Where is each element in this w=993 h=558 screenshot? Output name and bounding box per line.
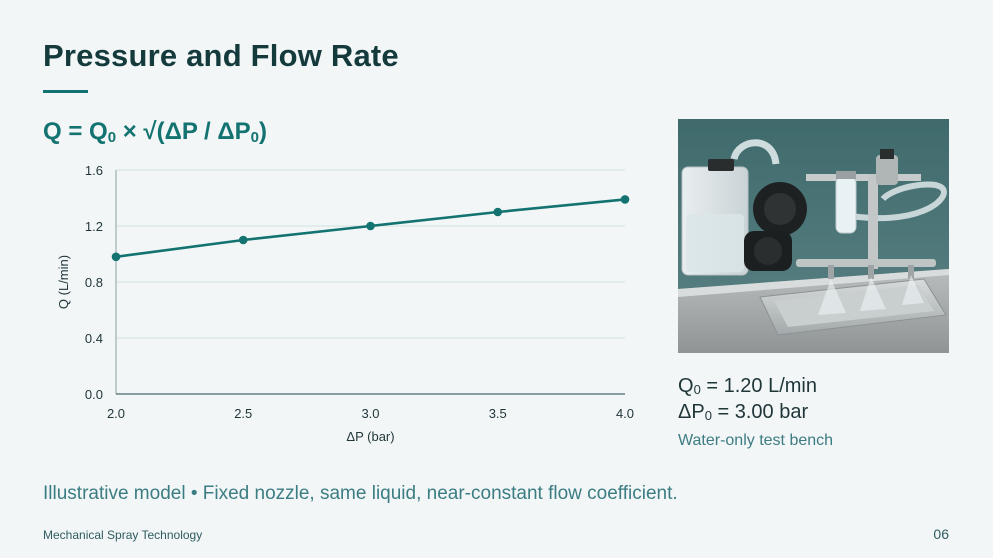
x-tick-label: 3.5: [489, 406, 507, 421]
dp0-value: = 3.00 bar: [711, 401, 809, 423]
slide-caption: Illustrative model • Fixed nozzle, same …: [43, 483, 678, 504]
x-tick-label: 2.5: [234, 406, 252, 421]
x-tick-label: 3.0: [361, 406, 379, 421]
q0-subscript: 0: [693, 382, 701, 397]
footer-text: Mechanical Spray Technology: [43, 528, 203, 542]
formula-sub-dp0: 0: [250, 129, 259, 146]
formula-mid: × √(ΔP / ΔP: [116, 118, 251, 145]
y-tick-label: 0.8: [85, 275, 103, 290]
y-tick-label: 1.2: [85, 219, 103, 234]
q0-value: = 1.20 L/min: [700, 375, 817, 397]
formula-eq: = Q: [61, 118, 108, 145]
y-tick-label: 0.0: [85, 387, 103, 402]
x-axis-label: ΔP (bar): [346, 429, 394, 444]
data-point: [111, 252, 121, 262]
bench-note: Water-only test bench: [678, 432, 834, 449]
formula-close: ): [259, 118, 267, 145]
data-point: [620, 195, 630, 204]
page-number: 06: [933, 526, 949, 542]
y-tick-label: 0.4: [85, 331, 103, 346]
chart-series: [111, 195, 630, 262]
x-tick-label: 4.0: [616, 406, 634, 421]
param-q0: Q0 = 1.20 L/min: [678, 375, 817, 398]
x-tick-labels: 2.0 2.5 3.0 3.5 4.0: [107, 406, 634, 421]
slide-title: Pressure and Flow Rate: [43, 38, 399, 73]
formula-q: Q: [43, 118, 62, 145]
q0-symbol: Q: [678, 375, 694, 397]
dp0-subscript: 0: [704, 408, 712, 423]
y-tick-labels: 0.0 0.4 0.8 1.2 1.6: [85, 163, 103, 402]
chart-grid: [116, 169, 625, 395]
flow-formula: Q = Q0 × √(ΔP / ΔP0): [43, 118, 267, 146]
title-underline: [43, 90, 88, 93]
data-point: [493, 207, 503, 217]
y-tick-label: 1.6: [85, 163, 103, 178]
y-axis-label: Q (L/min): [56, 255, 71, 309]
data-point: [238, 235, 248, 245]
param-dp0: ΔP0 = 3.00 bar: [678, 401, 808, 424]
formula-sub-q0: 0: [107, 129, 117, 146]
flow-chart: 0.0 0.4 0.8 1.2 1.6 2.0 2.5 3.0 3.5 4.0 ΔP (bar)…: [56, 163, 634, 444]
test-bench-photo: [678, 119, 949, 353]
x-tick-label: 2.0: [107, 406, 125, 421]
chart-axes: [115, 170, 625, 395]
data-point: [366, 221, 375, 231]
dp0-symbol: ΔP: [678, 401, 705, 423]
